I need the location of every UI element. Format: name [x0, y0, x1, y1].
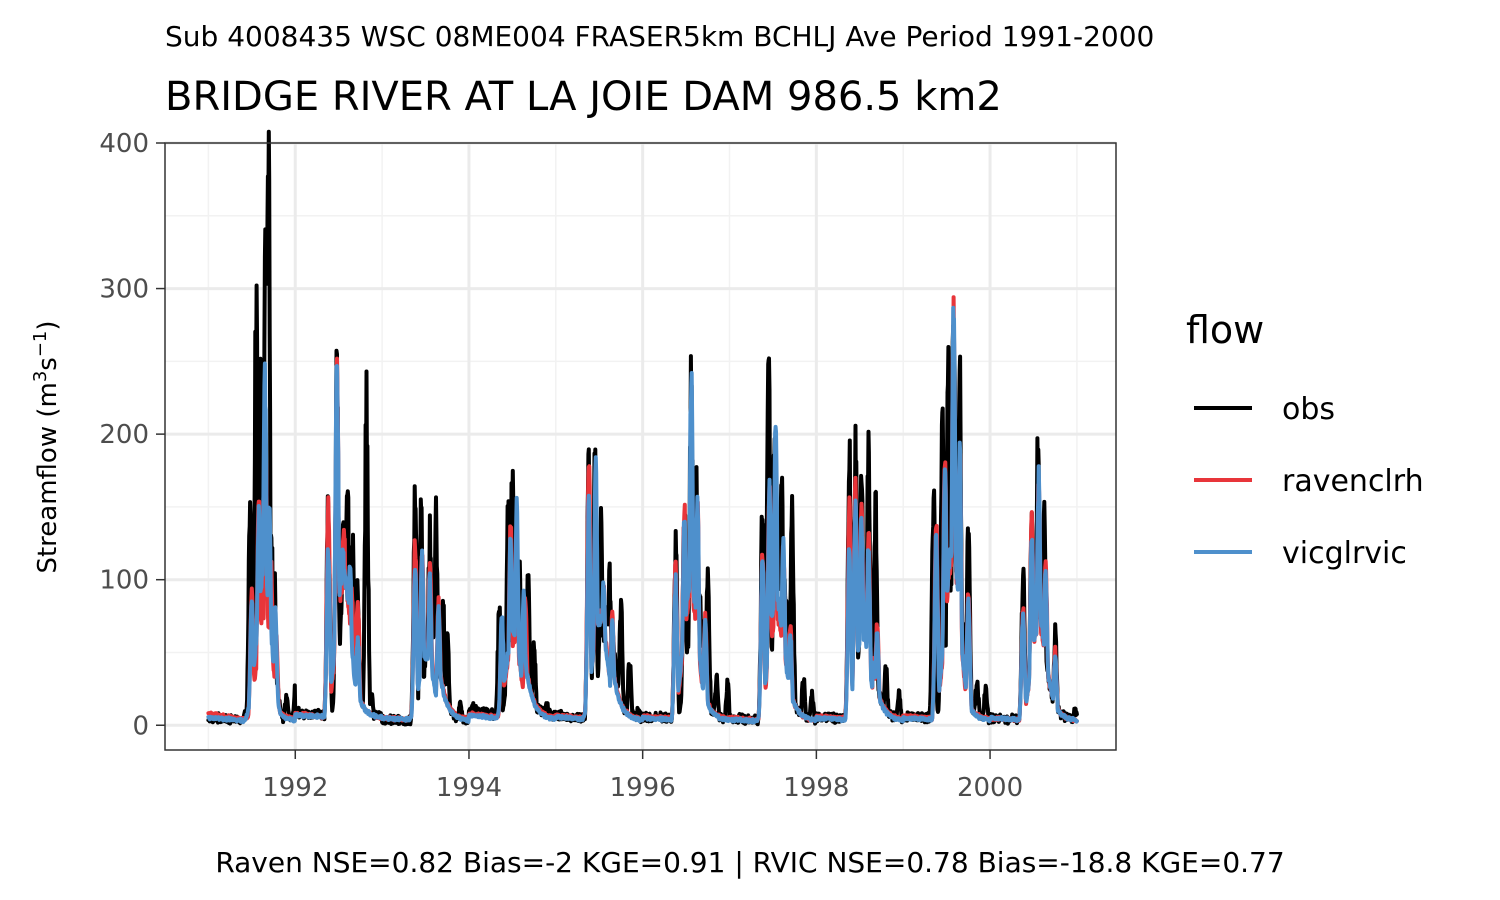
legend-label-ravenclrh: ravenclrh — [1282, 464, 1424, 499]
grid-minor — [165, 143, 1116, 750]
x-tick-label: 2000 — [957, 773, 1023, 803]
y-tick-label: 0 — [132, 711, 149, 741]
legend-label-vicglrvic: vicglrvic — [1282, 536, 1407, 571]
x-tick-label: 1998 — [783, 773, 849, 803]
y-axis-label-sup2: −1 — [30, 331, 51, 358]
y-tick-label: 200 — [99, 420, 149, 450]
y-axis-label-mid: s — [33, 357, 63, 371]
y-axis-label: Streamflow (m3s−1) — [30, 320, 64, 573]
chart-title: BRIDGE RIVER AT LA JOIE DAM 986.5 km2 — [165, 74, 1002, 120]
y-axis: 0 100 200 300 400 — [99, 129, 165, 741]
chart-subtitle: Sub 4008435 WSC 08ME004 FRASER5km BCHLJ … — [165, 20, 1154, 53]
series-line-obs — [206, 129, 1079, 727]
x-axis: 1992 1994 1996 1998 2000 — [262, 750, 1023, 803]
legend: flow obs ravenclrh vicglrvic — [1186, 308, 1424, 571]
chart-caption: Raven NSE=0.82 Bias=-2 KGE=0.91 | RVIC N… — [215, 846, 1284, 879]
series-line-vicglrvic — [206, 305, 1079, 725]
y-axis-label-end: ) — [33, 320, 63, 330]
series-layer — [206, 129, 1079, 727]
y-axis-label-sup1: 3 — [30, 371, 51, 382]
plot-border — [164, 142, 1117, 751]
x-tick-label: 1996 — [610, 773, 676, 803]
legend-label-obs: obs — [1282, 392, 1335, 427]
x-tick-label: 1992 — [262, 773, 328, 803]
y-tick-label: 400 — [99, 129, 149, 159]
plot-area — [164, 129, 1117, 751]
plot-background — [165, 143, 1116, 750]
legend-title: flow — [1186, 308, 1264, 352]
x-tick-label: 1994 — [436, 773, 502, 803]
y-axis-label-main: Streamflow (m — [33, 382, 63, 573]
y-tick-label: 100 — [99, 566, 149, 596]
y-tick-label: 300 — [99, 275, 149, 305]
